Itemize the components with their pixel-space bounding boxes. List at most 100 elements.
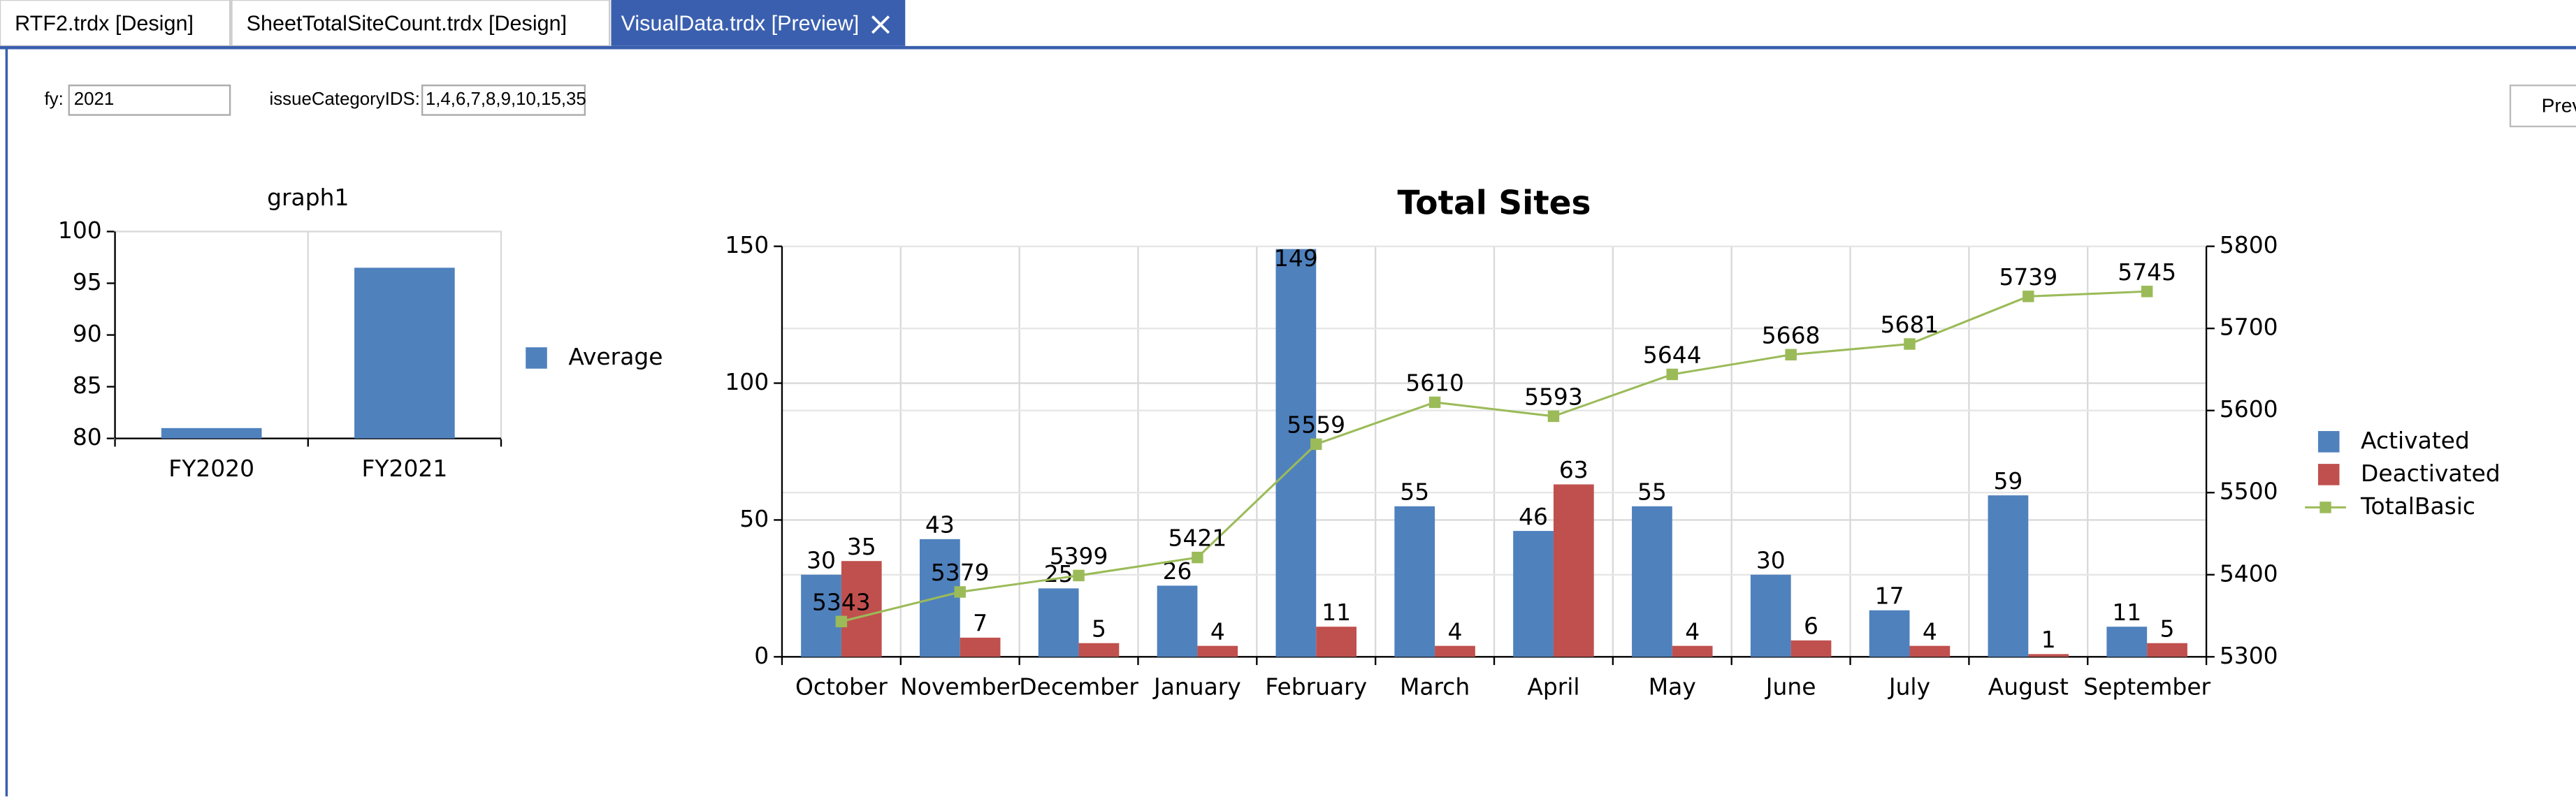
bar — [1553, 484, 1594, 657]
legend-swatch — [2317, 431, 2340, 453]
data-label: 46 — [1519, 503, 1548, 530]
line-marker — [1904, 338, 1916, 350]
line-marker — [835, 615, 848, 627]
data-label: 4 — [1210, 617, 1225, 645]
param-input[interactable] — [68, 85, 231, 116]
data-label: 5343 — [812, 588, 871, 615]
button-label: Preview — [2542, 94, 2576, 116]
data-label: 5739 — [1999, 263, 2057, 291]
x-tick-label: FY2020 — [168, 455, 254, 482]
bar — [801, 574, 841, 657]
y2-tick-label: 5500 — [2220, 478, 2278, 505]
tab-label: RTF2.trdx [Design] — [15, 11, 194, 35]
bar — [1275, 249, 1317, 657]
bar — [1672, 645, 1713, 657]
bar — [1394, 506, 1435, 657]
bar — [2028, 654, 2069, 657]
x-tick-label: December — [1019, 673, 1138, 700]
data-label: 5559 — [1287, 411, 1345, 439]
bar — [2147, 643, 2187, 657]
bar — [1988, 495, 2029, 657]
bar — [1513, 531, 1554, 657]
data-label: 149 — [1274, 244, 1318, 272]
line-marker — [1666, 368, 1679, 381]
close-icon[interactable] — [871, 15, 890, 34]
bar — [1632, 506, 1672, 657]
line-marker — [1428, 396, 1441, 409]
legend-swatch — [2317, 464, 2340, 485]
param-value: 2021 — [74, 89, 115, 109]
y-tick-label: 95 — [73, 268, 102, 295]
y2-tick-label: 5700 — [2220, 314, 2278, 341]
line-marker — [1073, 569, 1085, 582]
data-label: 11 — [1322, 599, 1351, 626]
x-tick-label: September — [2083, 673, 2210, 700]
param-label: issueCategoryIDS: — [270, 89, 420, 109]
y2-tick-label: 5300 — [2220, 642, 2278, 669]
legend-marker — [2320, 502, 2331, 513]
tab-label: SheetTotalSiteCount.trdx [Design] — [247, 11, 567, 35]
line-marker — [1547, 410, 1560, 423]
line-marker — [954, 586, 966, 598]
bar — [1790, 640, 1832, 657]
bar — [354, 268, 455, 439]
line-marker — [1310, 438, 1322, 451]
data-label: 59 — [1994, 467, 2023, 495]
x-tick-label: November — [900, 673, 1020, 700]
y-tick-label: 90 — [73, 320, 102, 347]
legend-label: Deactivated — [2361, 460, 2501, 487]
x-tick-label: July — [1888, 673, 1930, 700]
tab-active[interactable] — [611, 0, 906, 46]
param-input[interactable] — [421, 85, 586, 116]
y2-tick-label: 5400 — [2220, 560, 2278, 587]
x-tick-label: April — [1527, 673, 1579, 700]
data-label: 1 — [2041, 626, 2056, 653]
preview-button[interactable] — [2509, 85, 2576, 128]
line — [841, 290, 2148, 623]
data-label: 5399 — [1050, 543, 1108, 570]
y-tick-label: 85 — [73, 372, 102, 399]
data-label: 4 — [1923, 617, 1937, 645]
data-label: 5593 — [1524, 383, 1583, 411]
x-tick-label: October — [795, 673, 888, 700]
data-label: 5668 — [1762, 321, 1821, 349]
x-tick-label: February — [1265, 673, 1367, 700]
y-tick-label: 100 — [58, 217, 102, 244]
x-tick-label: August — [1988, 673, 2069, 700]
line-marker — [2141, 286, 2153, 298]
data-label: 30 — [1756, 546, 1786, 573]
chart-title: Total Sites — [1397, 184, 1591, 222]
bar — [1157, 585, 1198, 657]
legend-label: Average — [568, 343, 663, 370]
data-label: 6 — [1804, 612, 1818, 639]
bar — [1750, 574, 1791, 657]
bar — [841, 561, 882, 657]
y-tick-label: 80 — [73, 423, 102, 451]
tab-label: VisualData.trdx [Preview] — [621, 11, 860, 35]
bar — [1435, 645, 1475, 657]
data-label: 7 — [973, 610, 987, 637]
x-tick-label: March — [1400, 673, 1470, 700]
data-label: 5379 — [931, 559, 990, 586]
data-label: 5644 — [1643, 342, 1702, 369]
x-tick-label: June — [1765, 673, 1816, 700]
legend-swatch — [526, 347, 547, 369]
legend-label: Activated — [2361, 427, 2470, 454]
bar — [1869, 610, 1910, 657]
data-label: 55 — [1400, 478, 1429, 506]
line-marker — [1192, 551, 1203, 564]
data-label: 35 — [847, 533, 876, 560]
data-label: 4 — [1685, 617, 1700, 645]
y-tick-label: 50 — [739, 505, 769, 532]
bar — [1909, 645, 1951, 657]
bar — [1316, 627, 1357, 657]
data-label: 5 — [1092, 615, 1106, 642]
data-label: 5745 — [2118, 258, 2176, 286]
y2-tick-label: 5600 — [2220, 395, 2278, 423]
data-label: 5 — [2160, 615, 2175, 642]
bar — [1197, 645, 1238, 657]
tab[interactable] — [0, 0, 231, 47]
data-label: 55 — [1637, 478, 1667, 506]
